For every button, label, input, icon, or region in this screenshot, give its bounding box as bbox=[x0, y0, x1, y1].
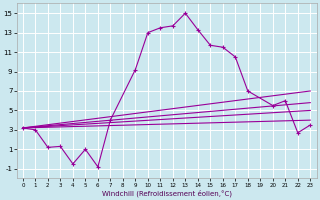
X-axis label: Windchill (Refroidissement éolien,°C): Windchill (Refroidissement éolien,°C) bbox=[101, 189, 232, 197]
